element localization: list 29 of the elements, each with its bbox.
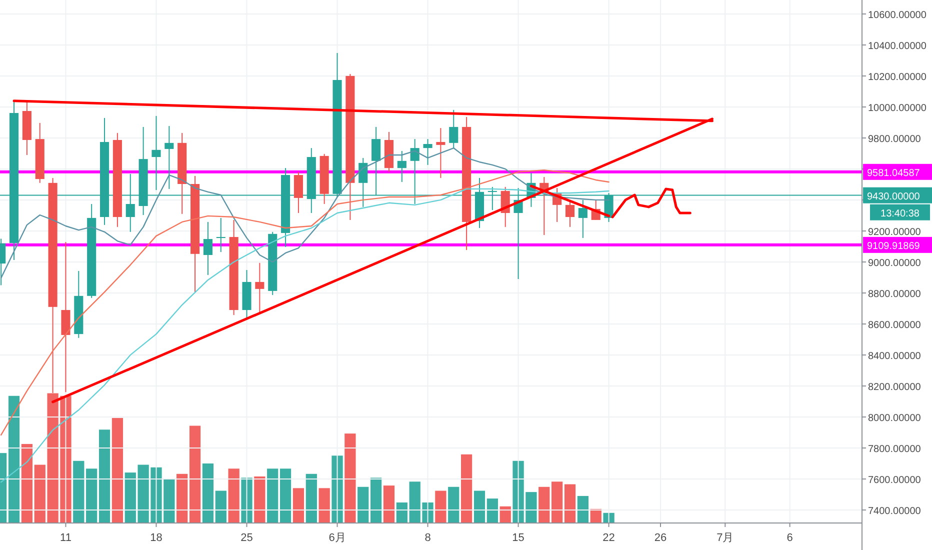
x-tick-label: 18 (150, 532, 162, 544)
y-tick-label: 10000.00000 (868, 102, 927, 114)
y-tick-label: 7800.00000 (868, 444, 922, 455)
y-tick-label: 9000.00000 (868, 258, 922, 269)
x-tick-label: 8 (424, 532, 431, 544)
y-tick-label: 10600.00000 (868, 10, 927, 21)
x-tick-label: 6 (786, 532, 793, 544)
y-tick-label: 9800.00000 (868, 134, 922, 145)
x-tick-label: 7月 (716, 532, 734, 544)
x-tick-label: 26 (654, 532, 667, 544)
x-tick-label: 15 (512, 532, 524, 544)
ref-line-label: 9430.00000 (867, 191, 920, 202)
y-tick-label: 8000.00000 (868, 412, 922, 424)
y-tick-label: 10200.00000 (868, 72, 927, 83)
y-tick-label: 9200.00000 (868, 226, 922, 238)
x-tick-label: 11 (60, 532, 72, 544)
text: 13:40:38 (880, 208, 920, 220)
y-tick-label: 8400.00000 (868, 350, 922, 362)
y-tick-label: 7400.00000 (868, 506, 922, 517)
y-tick-label: 7600.00000 (868, 474, 922, 486)
y-tick-label: 10400.00000 (868, 40, 927, 52)
ref-line-label: 9581.04587 (867, 168, 920, 179)
x-tick-label: 25 (240, 532, 253, 544)
y-tick-label: 8200.00000 (868, 382, 922, 393)
y-tick-label: 8800.00000 (868, 288, 922, 300)
x-tick-label: 6月 (328, 532, 346, 544)
x-tick-label: 22 (602, 532, 615, 544)
ref-line-label: 9109.91869 (867, 240, 920, 252)
y-tick-label: 8600.00000 (868, 320, 922, 331)
